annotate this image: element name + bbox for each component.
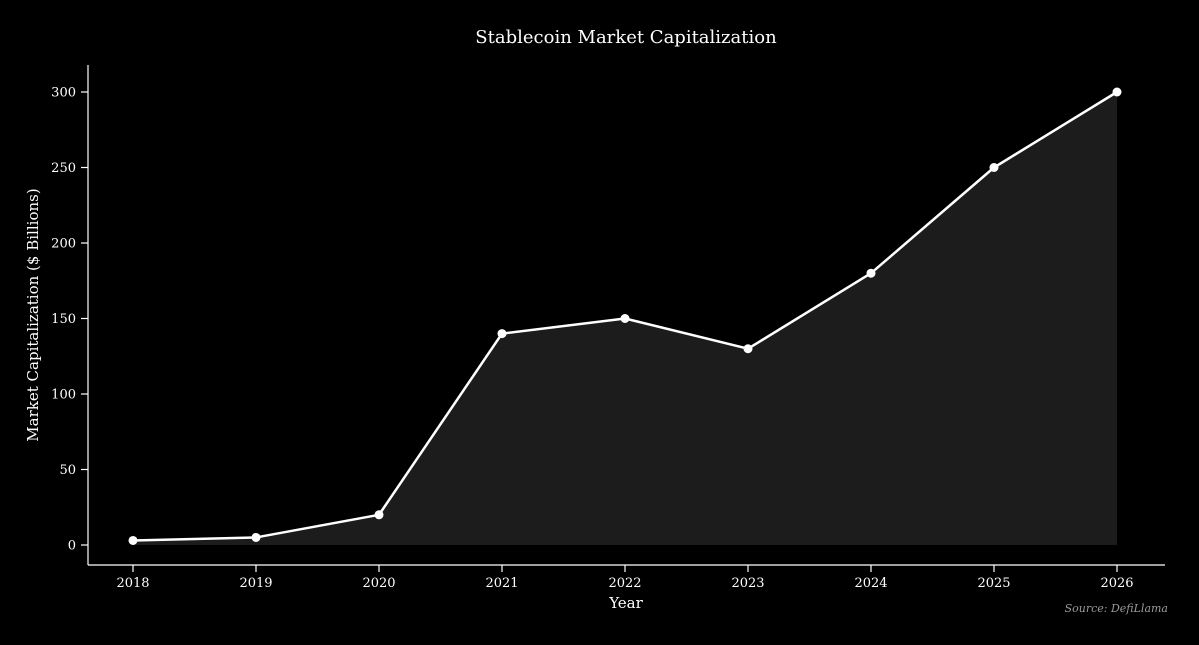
y-tick-label: 200 [51, 237, 76, 252]
data-point [497, 329, 507, 339]
y-tick-label: 0 [68, 539, 76, 554]
chart-title: Stablecoin Market Capitalization [475, 27, 777, 48]
x-tick-label: 2021 [485, 576, 518, 591]
y-tick-label: 300 [51, 86, 76, 101]
data-point [128, 535, 138, 545]
x-tick-label: 2025 [977, 576, 1010, 591]
x-tick-label: 2018 [116, 576, 149, 591]
axes: 0 50 100 150 200 250 300 2018 2019 2020 2021 2022 20… [51, 65, 1165, 591]
data-point [251, 532, 261, 542]
y-axis-label: Market Capitalization ($ Billions) [24, 188, 42, 441]
x-tick-label: 2026 [1100, 576, 1133, 591]
x-tick-label: 2019 [239, 576, 272, 591]
data-point [989, 163, 999, 172]
x-tick-label: 2020 [362, 576, 395, 591]
y-tick-label: 150 [51, 312, 76, 327]
data-point [1112, 87, 1122, 97]
x-tick-label: 2022 [608, 576, 641, 591]
y-tick-label: 250 [51, 161, 76, 176]
x-tick-label: 2023 [731, 576, 764, 591]
data-point [866, 268, 876, 278]
data-point [374, 510, 384, 520]
x-axis-label: Year [608, 594, 643, 612]
data-point [743, 344, 753, 354]
data-series [128, 87, 1122, 545]
y-tick-label: 50 [59, 463, 76, 478]
y-tick-label: 100 [51, 388, 76, 403]
x-tick-label: 2024 [854, 576, 887, 591]
data-point [620, 314, 630, 323]
source-credit: Source: DefiLlama [1065, 602, 1168, 615]
